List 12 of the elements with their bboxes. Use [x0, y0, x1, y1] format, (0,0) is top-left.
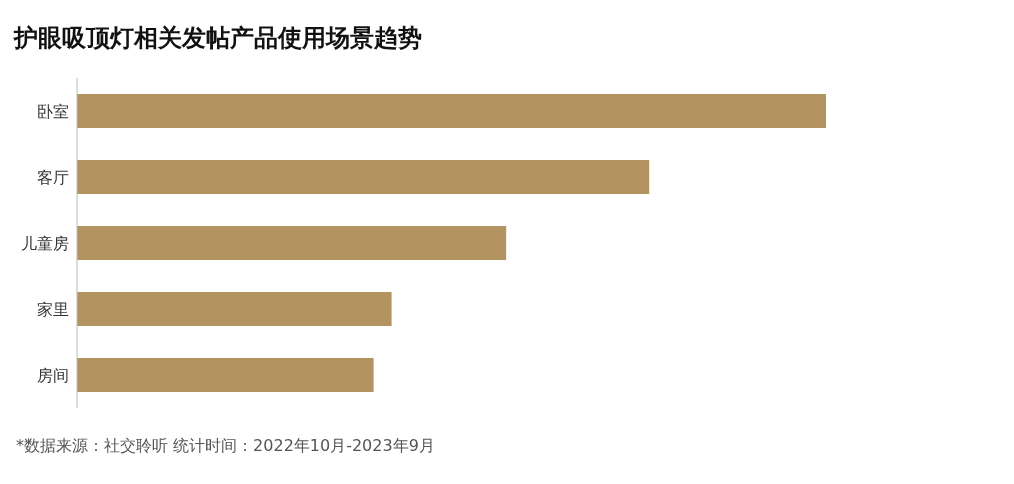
bar	[77, 160, 650, 194]
bar	[77, 94, 826, 128]
y-tick-label: 房间	[37, 365, 69, 385]
chart-title: 护眼吸顶灯相关发帖产品使用场景趋势	[14, 23, 422, 54]
y-tick-label: 卧室	[37, 101, 69, 121]
y-tick-label: 客厅	[37, 167, 69, 187]
text: *数据来源：社交聆听 统计时间：2022年10月-2023年9月	[16, 436, 435, 457]
y-tick-label: 儿童房	[21, 233, 69, 253]
bar	[77, 358, 374, 392]
bar	[77, 226, 507, 260]
bar	[77, 292, 392, 326]
y-tick-label: 家里	[37, 299, 69, 319]
